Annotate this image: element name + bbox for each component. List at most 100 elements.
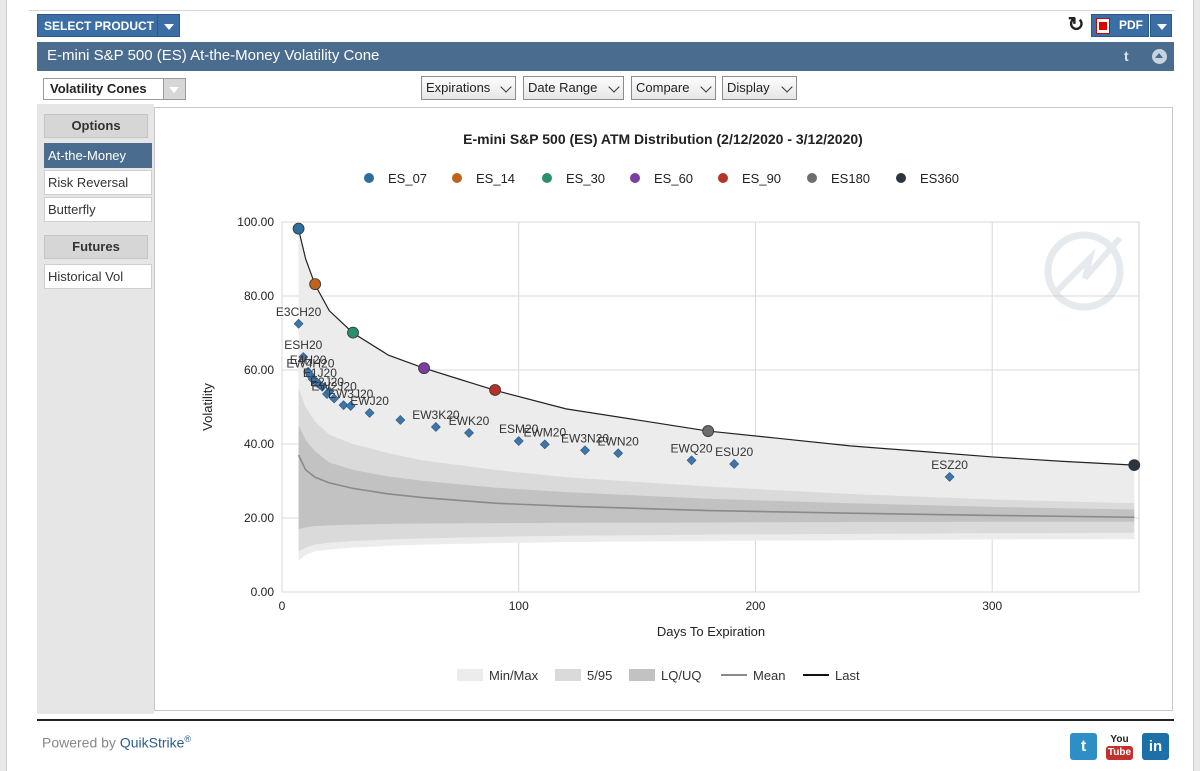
sidebar: Options At-the-Money Risk Reversal Butte… [37, 104, 154, 714]
y-axis-label: Volatility [200, 383, 215, 431]
contract-label: EW3J20 [328, 387, 374, 401]
contract-label: EW2J20 [311, 379, 357, 393]
linkedin-icon[interactable]: in [1142, 733, 1169, 760]
linkedin-glyph: in [1148, 738, 1163, 755]
contract-point [324, 386, 335, 397]
y-tick-label: 60.00 [244, 363, 274, 377]
y-tick-label: 20.00 [244, 511, 274, 525]
legend-marker [630, 173, 640, 183]
date-range-menu[interactable]: Date Range [523, 76, 624, 100]
legend-label: ES_60 [654, 171, 693, 186]
contract-label: ESH20 [284, 338, 322, 352]
expirations-menu[interactable]: Expirations [421, 76, 516, 100]
legend-swatch [457, 669, 483, 681]
contract-label: E4H20 [290, 353, 327, 367]
youtube-tube-text: Tube [1106, 746, 1133, 760]
view-type-select[interactable]: Volatility Cones [43, 78, 186, 100]
sidebar-item-risk-reversal[interactable]: Risk Reversal [44, 170, 152, 195]
contract-label: EWM20 [523, 425, 566, 439]
legend-swatch [555, 669, 581, 681]
legend-swatch [629, 669, 655, 681]
select-product-button[interactable]: SELECT PRODUCT [37, 14, 162, 37]
x-tick-label: 300 [982, 599, 1002, 613]
contract-point [539, 439, 550, 450]
contract-label: ESM20 [499, 422, 539, 436]
contract-label: EWK20 [449, 414, 490, 428]
contract-label: ESU20 [715, 445, 753, 459]
contract-label: EWN20 [597, 434, 639, 448]
refresh-icon[interactable]: ↻ [1067, 14, 1085, 36]
compare-menu[interactable]: Compare [631, 76, 716, 100]
footer: Powered by QuikStrike® t You Tube in [37, 719, 1174, 767]
chart-panel: E-mini S&P 500 (ES) ATM Distribution (2/… [154, 107, 1173, 711]
chart-title: E-mini S&P 500 (ES) ATM Distribution (2/… [463, 131, 863, 147]
legend-marker [542, 173, 552, 183]
sidebar-item-butterfly[interactable]: Butterfly [44, 197, 152, 222]
collapse-panel-icon[interactable] [1152, 49, 1167, 64]
legend-label: ES_90 [742, 171, 781, 186]
legend-marker [896, 173, 906, 183]
legend-label: ES360 [920, 171, 959, 186]
legend-label: ES_14 [476, 171, 515, 186]
contract-point [364, 407, 375, 418]
contract-label: EW3N20 [561, 431, 609, 445]
legend-label: ES_30 [566, 171, 605, 186]
benchmark-point [292, 222, 305, 235]
options-section-header: Options [44, 114, 148, 138]
chevron-down-icon [781, 81, 793, 93]
contract-point [317, 381, 328, 392]
contract-point [338, 400, 349, 411]
twitter-share-icon[interactable]: t [1124, 48, 1129, 64]
twitter-icon[interactable]: t [1070, 733, 1097, 760]
display-label: Display [727, 80, 770, 95]
contract-point [345, 400, 356, 411]
legend-label: 5/95 [587, 668, 612, 683]
benchmark-point [1128, 459, 1141, 471]
contract-label: EW3K20 [412, 408, 460, 422]
chevron-down-icon [500, 81, 512, 93]
legend-label: ES_07 [388, 171, 427, 186]
youtube-you-text: You [1110, 734, 1129, 745]
legend-label: Min/Max [489, 668, 539, 683]
contract-point [580, 445, 590, 456]
quikstrike-watermark-icon [1044, 231, 1124, 311]
benchmark-point [702, 425, 715, 437]
pdf-export-button[interactable]: PDF [1091, 14, 1149, 37]
legend-marker [452, 173, 462, 183]
pdf-dropdown-icon[interactable] [1150, 14, 1172, 37]
youtube-icon[interactable]: You Tube [1106, 733, 1133, 760]
contract-label: E1J20 [303, 366, 337, 380]
sidebar-item-historical-vol[interactable]: Historical Vol [44, 264, 152, 289]
sidebar-item-at-the-money[interactable]: At-the-Money [44, 143, 152, 168]
y-tick-label: 0.00 [251, 585, 275, 599]
y-tick-label: 80.00 [244, 289, 274, 303]
contract-point [729, 459, 740, 469]
x-tick-label: 0 [279, 599, 286, 613]
contract-point [613, 448, 624, 459]
panel-title-bar: E-mini S&P 500 (ES) At-the-Money Volatil… [37, 42, 1174, 71]
select-product-dropdown-icon[interactable] [157, 14, 180, 37]
benchmark-point [418, 362, 430, 375]
page-title: E-mini S&P 500 (ES) At-the-Money Volatil… [47, 47, 380, 64]
contract-label: EW4H20 [286, 357, 334, 371]
contract-label: ESZ20 [931, 458, 968, 472]
mean-line [297, 454, 1135, 519]
benchmark-point [489, 384, 501, 396]
display-menu[interactable]: Display [722, 76, 797, 100]
view-type-dropdown-icon[interactable] [163, 78, 186, 100]
volatility-cone-chart: E-mini S&P 500 (ES) ATM Distribution (2/… [200, 131, 1141, 683]
contract-point [430, 422, 441, 432]
twitter-glyph: t [1080, 738, 1087, 755]
contract-point [464, 427, 474, 438]
legend-label: ES180 [831, 171, 870, 186]
compare-label: Compare [636, 80, 690, 95]
brand-link[interactable]: QuikStrike [119, 734, 185, 751]
benchmark-point [309, 278, 322, 291]
legend-marker [807, 173, 817, 183]
pdf-file-icon [1096, 18, 1110, 34]
y-tick-label: 100.00 [237, 215, 274, 229]
benchmark-point [347, 326, 359, 339]
top-toolbar: SELECT PRODUCT ↻ PDF [29, 10, 1174, 40]
pdf-label: PDF [1119, 18, 1143, 32]
contract-point [513, 436, 524, 446]
